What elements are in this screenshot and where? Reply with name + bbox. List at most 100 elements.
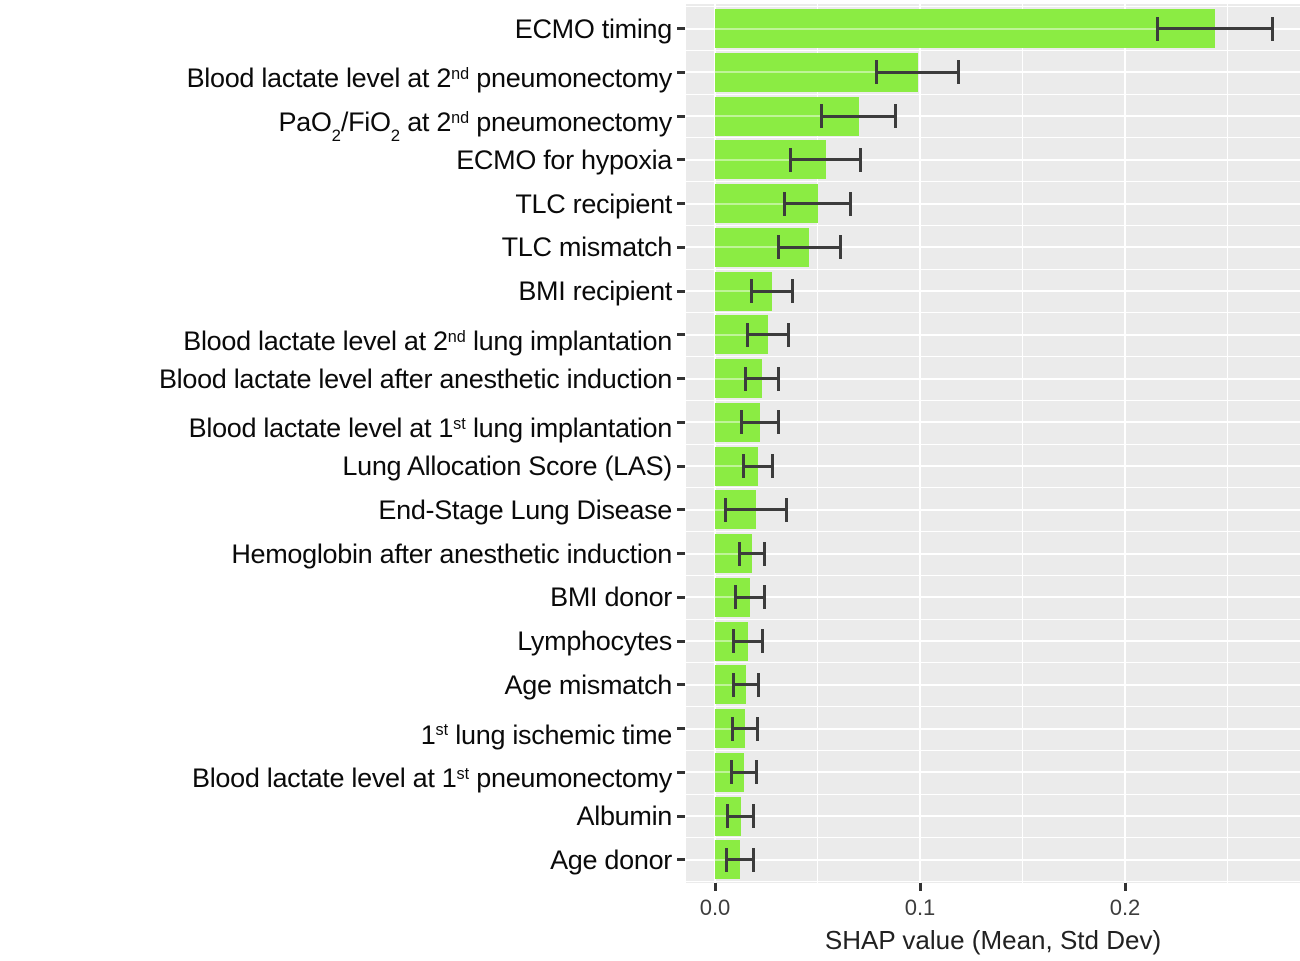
gridline-major-h xyxy=(686,377,1300,380)
error-bar xyxy=(725,508,787,512)
gridline-minor-h xyxy=(686,487,1300,489)
error-bar-cap xyxy=(740,410,744,435)
gridline-minor-h xyxy=(686,881,1300,883)
y-axis-label-text: pneumonectomy xyxy=(469,63,672,94)
y-axis-label-text: Albumin xyxy=(576,801,673,831)
y-axis-label-text: at 2 xyxy=(400,107,452,137)
y-axis-label-text: 2 xyxy=(331,126,341,146)
error-bar-cap xyxy=(770,454,774,478)
gridline-over-bar xyxy=(715,202,818,205)
y-axis-label-text: BMI donor xyxy=(550,582,672,613)
gridline-over-bar xyxy=(715,71,918,74)
error-bar xyxy=(741,420,779,424)
error-bar xyxy=(727,814,754,818)
error-bar xyxy=(784,202,851,205)
gridline-major-h xyxy=(686,158,1300,161)
y-axis-tick xyxy=(677,333,685,337)
error-bar-cap xyxy=(732,672,736,697)
y-axis-label: Hemoglobin after anesthetic induction xyxy=(0,532,672,576)
error-bar-cap xyxy=(731,629,735,653)
gridline-minor-h xyxy=(686,443,1300,445)
error-bar-cap xyxy=(777,410,781,435)
y-axis-label-text: st xyxy=(453,415,466,434)
gridline-minor-h xyxy=(686,618,1300,620)
gridline-major-h xyxy=(686,771,1300,774)
y-axis-label-text: Blood lactate level at 1 xyxy=(188,413,454,444)
gridline-minor-h xyxy=(686,6,1300,8)
y-axis-label: Blood lactate level at 1st lung implanta… xyxy=(0,400,673,444)
error-bar-cap xyxy=(738,541,742,566)
error-bar xyxy=(790,158,861,162)
error-bar-cap xyxy=(742,454,746,478)
gridline-minor-h xyxy=(686,662,1300,664)
gridline-major-h xyxy=(686,333,1300,336)
gridline-major-h xyxy=(686,508,1300,511)
gridline-major-h xyxy=(686,683,1300,686)
error-bar-cap xyxy=(777,366,781,391)
plot-panel xyxy=(686,4,1300,883)
gridline-major-h xyxy=(686,552,1300,555)
gridline-major-v xyxy=(714,4,716,883)
gridline-major-h xyxy=(686,465,1300,467)
error-bar xyxy=(876,70,959,74)
gridline-major-h xyxy=(686,727,1300,730)
error-bar-cap xyxy=(791,279,795,303)
gridline-over-bar xyxy=(715,552,752,555)
y-axis-label-text: End-Stage Lung Disease xyxy=(378,494,672,525)
error-bar-cap xyxy=(785,497,789,522)
y-axis-label: BMI donor xyxy=(0,575,672,619)
gridline-minor-h xyxy=(686,49,1300,51)
gridline-over-bar xyxy=(715,333,769,336)
x-axis-tick xyxy=(918,883,922,891)
y-axis-label-text: Blood lactate level after anesthetic ind… xyxy=(158,363,672,394)
y-axis-tick xyxy=(677,420,685,424)
gridline-major-h xyxy=(686,202,1300,205)
y-axis-label: Blood lactate level after anesthetic ind… xyxy=(0,357,672,401)
y-axis-label: Blood lactate level at 1st pneumonectomy xyxy=(0,750,672,794)
gridline-minor-v xyxy=(1022,4,1023,883)
gridline-minor-h xyxy=(686,312,1300,314)
gridline-minor-h xyxy=(686,268,1300,270)
gridline-over-bar xyxy=(715,27,1216,30)
error-bar-cap xyxy=(756,672,760,697)
y-axis-label-text: pneumonectomy xyxy=(469,107,672,137)
y-axis-label-text: Age donor xyxy=(550,844,672,875)
gridline-minor-h xyxy=(686,749,1300,751)
error-bar xyxy=(1157,27,1273,30)
y-axis-label-text: PaO xyxy=(278,107,332,137)
y-axis-label-text: st xyxy=(456,765,470,784)
y-axis-tick xyxy=(677,27,685,30)
y-axis-tick xyxy=(677,70,685,74)
gridline-minor-h xyxy=(686,224,1300,226)
gridline-minor-v xyxy=(817,4,818,883)
error-bar xyxy=(733,639,763,643)
y-axis-tick xyxy=(677,639,685,643)
error-bar-cap xyxy=(731,716,735,741)
error-bar-cap xyxy=(820,104,824,128)
y-axis-labels: ECMO timing Blood lactate level at 2nd pn… xyxy=(0,0,672,890)
y-axis-label: Blood lactate level at 2nd pneumonectomy xyxy=(0,50,673,94)
error-bar-cap xyxy=(848,191,852,216)
gridline-minor-h xyxy=(686,531,1300,533)
error-bar-cap xyxy=(760,629,764,653)
y-axis-label-text: TLC mismatch xyxy=(501,232,673,263)
error-bar xyxy=(735,595,765,599)
y-axis-label: TLC recipient xyxy=(0,182,672,226)
error-bar-cap xyxy=(789,147,793,172)
gridline-minor-v xyxy=(1227,4,1228,883)
error-bar-cap xyxy=(746,322,750,347)
error-bar-cap xyxy=(729,760,733,785)
gridline-minor-h xyxy=(686,574,1300,576)
y-axis-label: PaO2/FiO2 at 2nd pneumonectomy xyxy=(0,94,672,145)
y-axis-tick xyxy=(677,114,685,118)
y-axis-label-text: Hemoglobin after anesthetic induction xyxy=(231,538,672,569)
error-bar xyxy=(731,770,756,774)
error-bar xyxy=(778,245,841,249)
gridline-over-bar xyxy=(715,421,761,424)
gridline-major-h xyxy=(686,421,1300,424)
error-bar xyxy=(743,464,773,468)
error-bar-cap xyxy=(755,716,759,741)
error-bar-cap xyxy=(725,847,729,872)
y-axis-label: End-Stage Lung Disease xyxy=(0,488,672,532)
